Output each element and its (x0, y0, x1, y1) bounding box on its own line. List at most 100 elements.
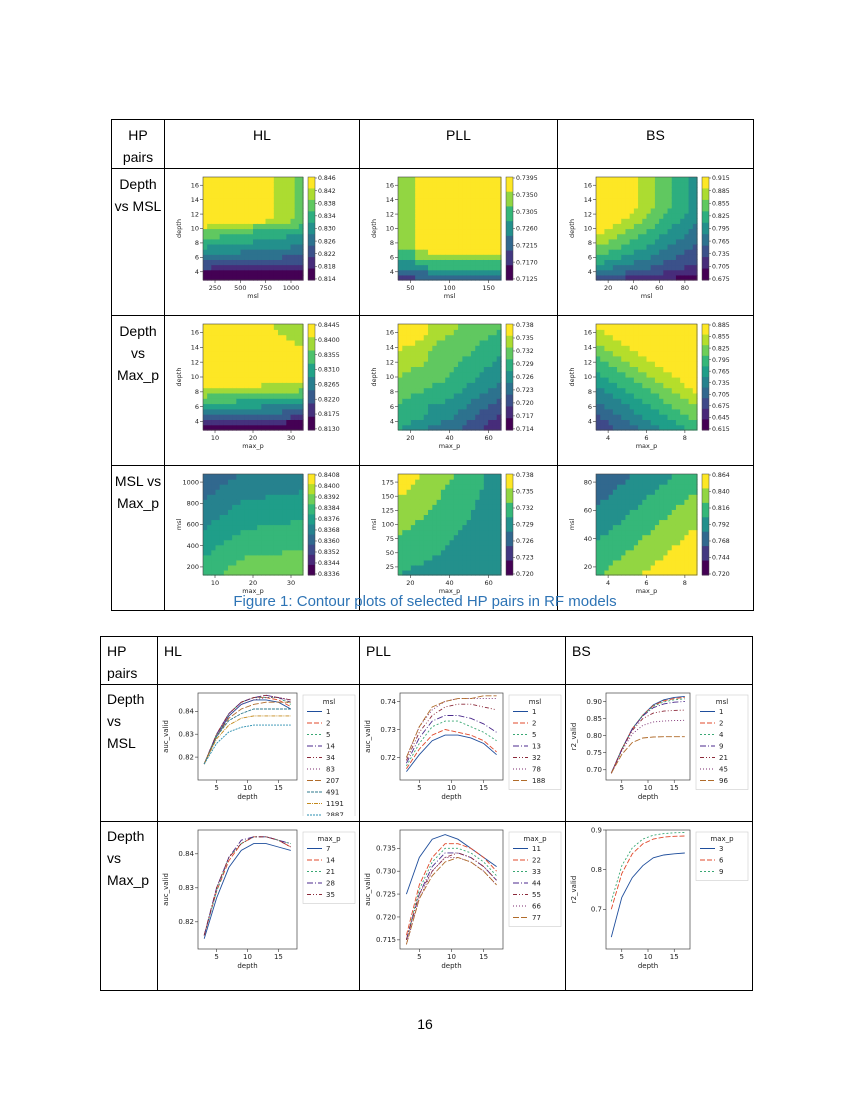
contour-cell (253, 499, 258, 505)
contour-cell (240, 238, 246, 245)
contour-cell (654, 403, 660, 410)
contour-cell (449, 350, 455, 357)
contour-cell (228, 329, 233, 336)
contour-cell (453, 228, 459, 235)
colorbar-band (308, 504, 315, 515)
contour-cell (596, 534, 601, 541)
contour-cell (462, 419, 468, 426)
contour-cell (646, 371, 652, 378)
contour-cell (675, 414, 681, 420)
contour-cell (240, 207, 246, 214)
contour-cell (294, 202, 300, 209)
contour-cell (415, 182, 421, 188)
contour-cell (398, 544, 403, 551)
contour-cell (638, 274, 643, 281)
contour-cell (428, 534, 433, 541)
contour-cell (650, 182, 656, 188)
contour-cell (688, 213, 694, 219)
contour-cell (671, 192, 677, 199)
contour-cell (458, 339, 463, 346)
contour-cell (600, 223, 606, 230)
contour-cell (428, 334, 433, 341)
contour-cell (398, 187, 403, 194)
contour-cell (261, 414, 267, 420)
contour-cell (294, 345, 300, 352)
contour-cell (203, 274, 208, 281)
contour-cell (207, 398, 212, 405)
contour-cell (654, 223, 660, 230)
contour-cell (211, 519, 217, 526)
contour-cell (428, 254, 433, 260)
contour-cell (298, 539, 304, 546)
contour-cell (244, 249, 250, 255)
contour-cell (496, 324, 502, 330)
contour-cell (244, 377, 250, 383)
contour-cell (675, 479, 681, 485)
contour-cell (462, 228, 468, 235)
contour-cell (688, 233, 694, 240)
contour-cell (466, 192, 472, 199)
contour-cell (633, 254, 639, 260)
contour-cell (600, 350, 606, 357)
contour-cell (650, 403, 656, 410)
contour-cell (232, 324, 237, 330)
contour-cell (236, 504, 242, 510)
contour-cell (650, 499, 656, 505)
x-tick-label: 15 (274, 953, 283, 961)
contour-cell (642, 514, 648, 521)
contour-cell (236, 479, 242, 485)
contour-cell (470, 499, 476, 505)
contour-cell (667, 371, 673, 378)
contour-cell (470, 274, 476, 281)
contour-cell (290, 274, 296, 281)
contour-cell (475, 569, 481, 576)
contour-cell (298, 424, 304, 431)
contour-cell (659, 329, 664, 336)
contour-cell (488, 392, 494, 399)
contour-cell (629, 484, 635, 490)
contour-cell (398, 259, 403, 266)
contour-cell (236, 207, 242, 214)
contour-cell (240, 233, 246, 240)
contour-cell (402, 519, 408, 526)
contour-cell (604, 419, 610, 426)
contour-cell (440, 218, 446, 224)
contour-cell (428, 228, 433, 235)
contour-cell (410, 366, 416, 373)
contour-cell (236, 361, 242, 367)
contour-cell (604, 324, 610, 330)
contour-cell (406, 554, 412, 561)
contour-cell (466, 274, 472, 281)
contour-cell (423, 494, 429, 500)
contour-cell (261, 223, 267, 230)
contour-cell (600, 509, 606, 515)
contour-cell (261, 544, 267, 551)
contour-cell (600, 387, 606, 394)
contour-cell (663, 534, 669, 541)
y-tick-label: 10 (191, 225, 199, 233)
contour-cell (496, 249, 502, 255)
contour-cell (600, 269, 606, 276)
contour-cell (265, 223, 271, 230)
contour-cell (402, 202, 408, 209)
contour-cell (612, 187, 618, 194)
contour-cell (633, 519, 639, 526)
contour-cell (290, 559, 296, 566)
contour-cell (680, 223, 685, 230)
contour-cell (298, 419, 304, 426)
contour-cell (410, 509, 416, 515)
y-tick-label: 16 (584, 329, 592, 337)
contour-cell (692, 494, 698, 500)
contour-cell (265, 377, 271, 383)
contour-cell (223, 345, 229, 352)
contour-cell (286, 339, 292, 346)
contour-cell (215, 329, 221, 336)
contour-cell (488, 519, 494, 526)
contour-cell (492, 514, 498, 521)
contour-cell (475, 238, 481, 245)
colorbar-label: 0.830 (318, 226, 336, 233)
contour-cell (203, 350, 208, 357)
contour-cell (646, 419, 652, 426)
contour-cell (257, 419, 262, 426)
contour-cell (462, 264, 468, 271)
